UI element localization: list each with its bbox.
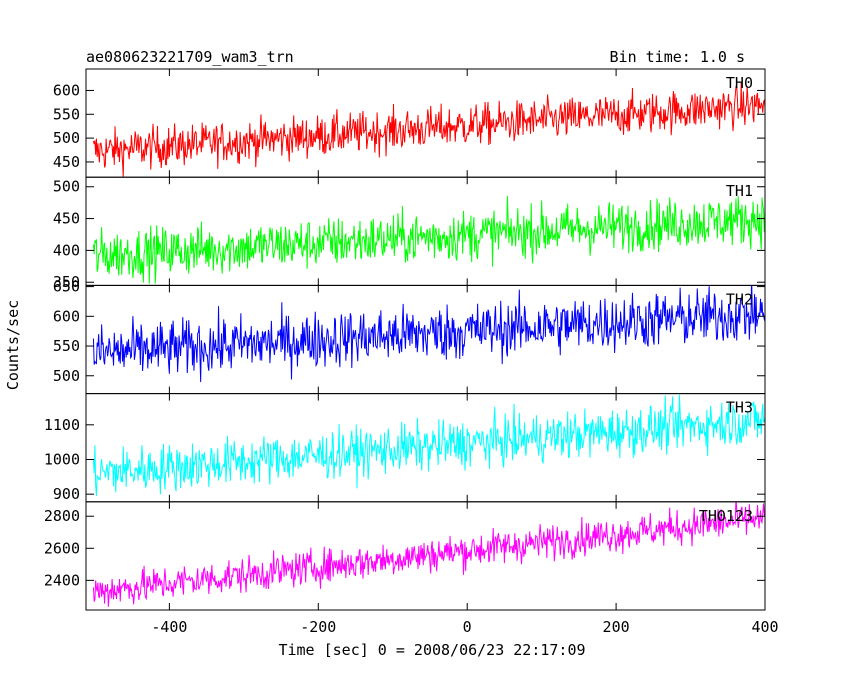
panels-group: 450 500 550 600 TH0 350 400 450 500 TH1 500 550 600 6…: [44, 68, 779, 636]
y-tick-label: 600: [53, 81, 80, 99]
x-tick-label: 0: [463, 618, 472, 636]
panel-label-th1: TH1: [726, 182, 753, 200]
y-tick-label: 350: [53, 273, 80, 291]
y-tick-label: 450: [53, 210, 80, 228]
chart-title: ae080623221709_wam3_trn: [86, 48, 294, 66]
y-tick-label: 1000: [44, 450, 80, 468]
x-tick-label: 200: [603, 618, 630, 636]
panel-label-th0: TH0: [726, 74, 753, 92]
panel-frame-th3: [85, 393, 766, 503]
x-axis-label: Time [sec] 0 = 2008/06/23 22:17:09: [278, 641, 585, 659]
panel-label-th3: TH3: [726, 399, 753, 417]
y-tick-label: 1100: [44, 416, 80, 434]
y-tick-label: 500: [53, 129, 80, 147]
y-tick-label: 550: [53, 337, 80, 355]
panel-frame-th1: [85, 176, 766, 286]
series-line-th0: [92, 82, 765, 177]
x-tick-label: -200: [300, 618, 336, 636]
panel-label-th0123: TH0123: [699, 507, 753, 525]
y-tick-label: 550: [53, 105, 80, 123]
panel-label-th2: TH2: [726, 290, 753, 308]
y-tick-label: 450: [53, 153, 80, 171]
series-line-th0123: [92, 501, 765, 607]
x-tick-label: -400: [151, 618, 187, 636]
series-line-th2: [92, 285, 765, 383]
y-axis-label: Counts/sec: [4, 300, 22, 390]
y-tick-label: 2400: [44, 571, 80, 589]
y-tick-label: 900: [53, 485, 80, 503]
series-line-th3: [92, 394, 765, 496]
y-tick-label: 2800: [44, 507, 80, 525]
series-line-th1: [92, 196, 765, 284]
y-tick-label: 600: [53, 307, 80, 325]
y-tick-label: 400: [53, 241, 80, 259]
y-tick-label: 500: [53, 178, 80, 196]
y-tick-label: 500: [53, 367, 80, 385]
y-tick-label: 2600: [44, 539, 80, 557]
bin-time-label: Bin time: 1.0 s: [610, 48, 745, 66]
panel-frame-th0123: [85, 501, 766, 611]
x-tick-label: 400: [751, 618, 778, 636]
y-tick-label: 650: [53, 278, 80, 296]
